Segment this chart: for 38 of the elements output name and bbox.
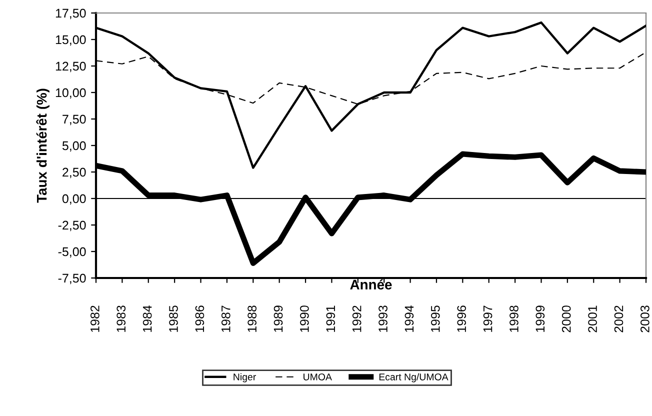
y-tick-label: 15,00 bbox=[56, 35, 86, 46]
x-tick-label: 2001 bbox=[588, 306, 597, 332]
y-tick-label: 10,00 bbox=[56, 88, 86, 99]
x-tick-label: 1995 bbox=[430, 306, 440, 332]
x-tick-label: 2003 bbox=[640, 306, 650, 332]
y-axis-title: Taux d'intérêt (%) bbox=[36, 88, 50, 203]
x-tick-label: 1984 bbox=[142, 305, 152, 332]
x-tick-label: 1990 bbox=[300, 306, 309, 332]
x-tick-label: 1986 bbox=[195, 306, 204, 332]
y-tick-label: 5,00 bbox=[62, 141, 86, 152]
y-tick-label: -5,00 bbox=[58, 247, 86, 258]
y-tick-label: 7,50 bbox=[62, 114, 86, 126]
y-tick-label: 2,50 bbox=[62, 168, 86, 178]
x-tick-label: 2000 bbox=[562, 306, 571, 332]
y-tick-label: -2,50 bbox=[58, 220, 86, 232]
y-tick-label: -7,50 bbox=[58, 274, 86, 284]
x-tick-label: 1996 bbox=[457, 306, 466, 332]
y-tick-label: 0,00 bbox=[62, 194, 86, 205]
x-tick-label: 1989 bbox=[274, 306, 283, 332]
x-tick-label: 1997 bbox=[483, 306, 492, 332]
legend-label: UMOA bbox=[304, 373, 332, 380]
x-tick-label: 1983 bbox=[116, 306, 126, 332]
x-tick-label: 2002 bbox=[614, 306, 624, 332]
x-tick-label: 1985 bbox=[169, 306, 178, 332]
legend-label: Ecart Ng/UMOA bbox=[379, 373, 448, 382]
x-tick-label: 1991 bbox=[326, 306, 336, 332]
x-axis-title: Année bbox=[350, 279, 392, 290]
x-tick-label: 1992 bbox=[352, 306, 362, 332]
x-tick-label: 1994 bbox=[404, 305, 414, 332]
y-tick-label: 12,50 bbox=[56, 62, 86, 72]
x-tick-label: 1982 bbox=[90, 306, 100, 332]
x-tick-label: 1988 bbox=[248, 306, 256, 332]
x-tick-label: 1993 bbox=[378, 306, 388, 332]
x-tick-label: 1987 bbox=[221, 306, 230, 332]
legend-label: Niger bbox=[234, 373, 256, 382]
x-tick-label: 1998 bbox=[510, 306, 518, 332]
x-tick-label: 1999 bbox=[536, 306, 545, 332]
y-tick-label: 17,50 bbox=[56, 8, 86, 20]
